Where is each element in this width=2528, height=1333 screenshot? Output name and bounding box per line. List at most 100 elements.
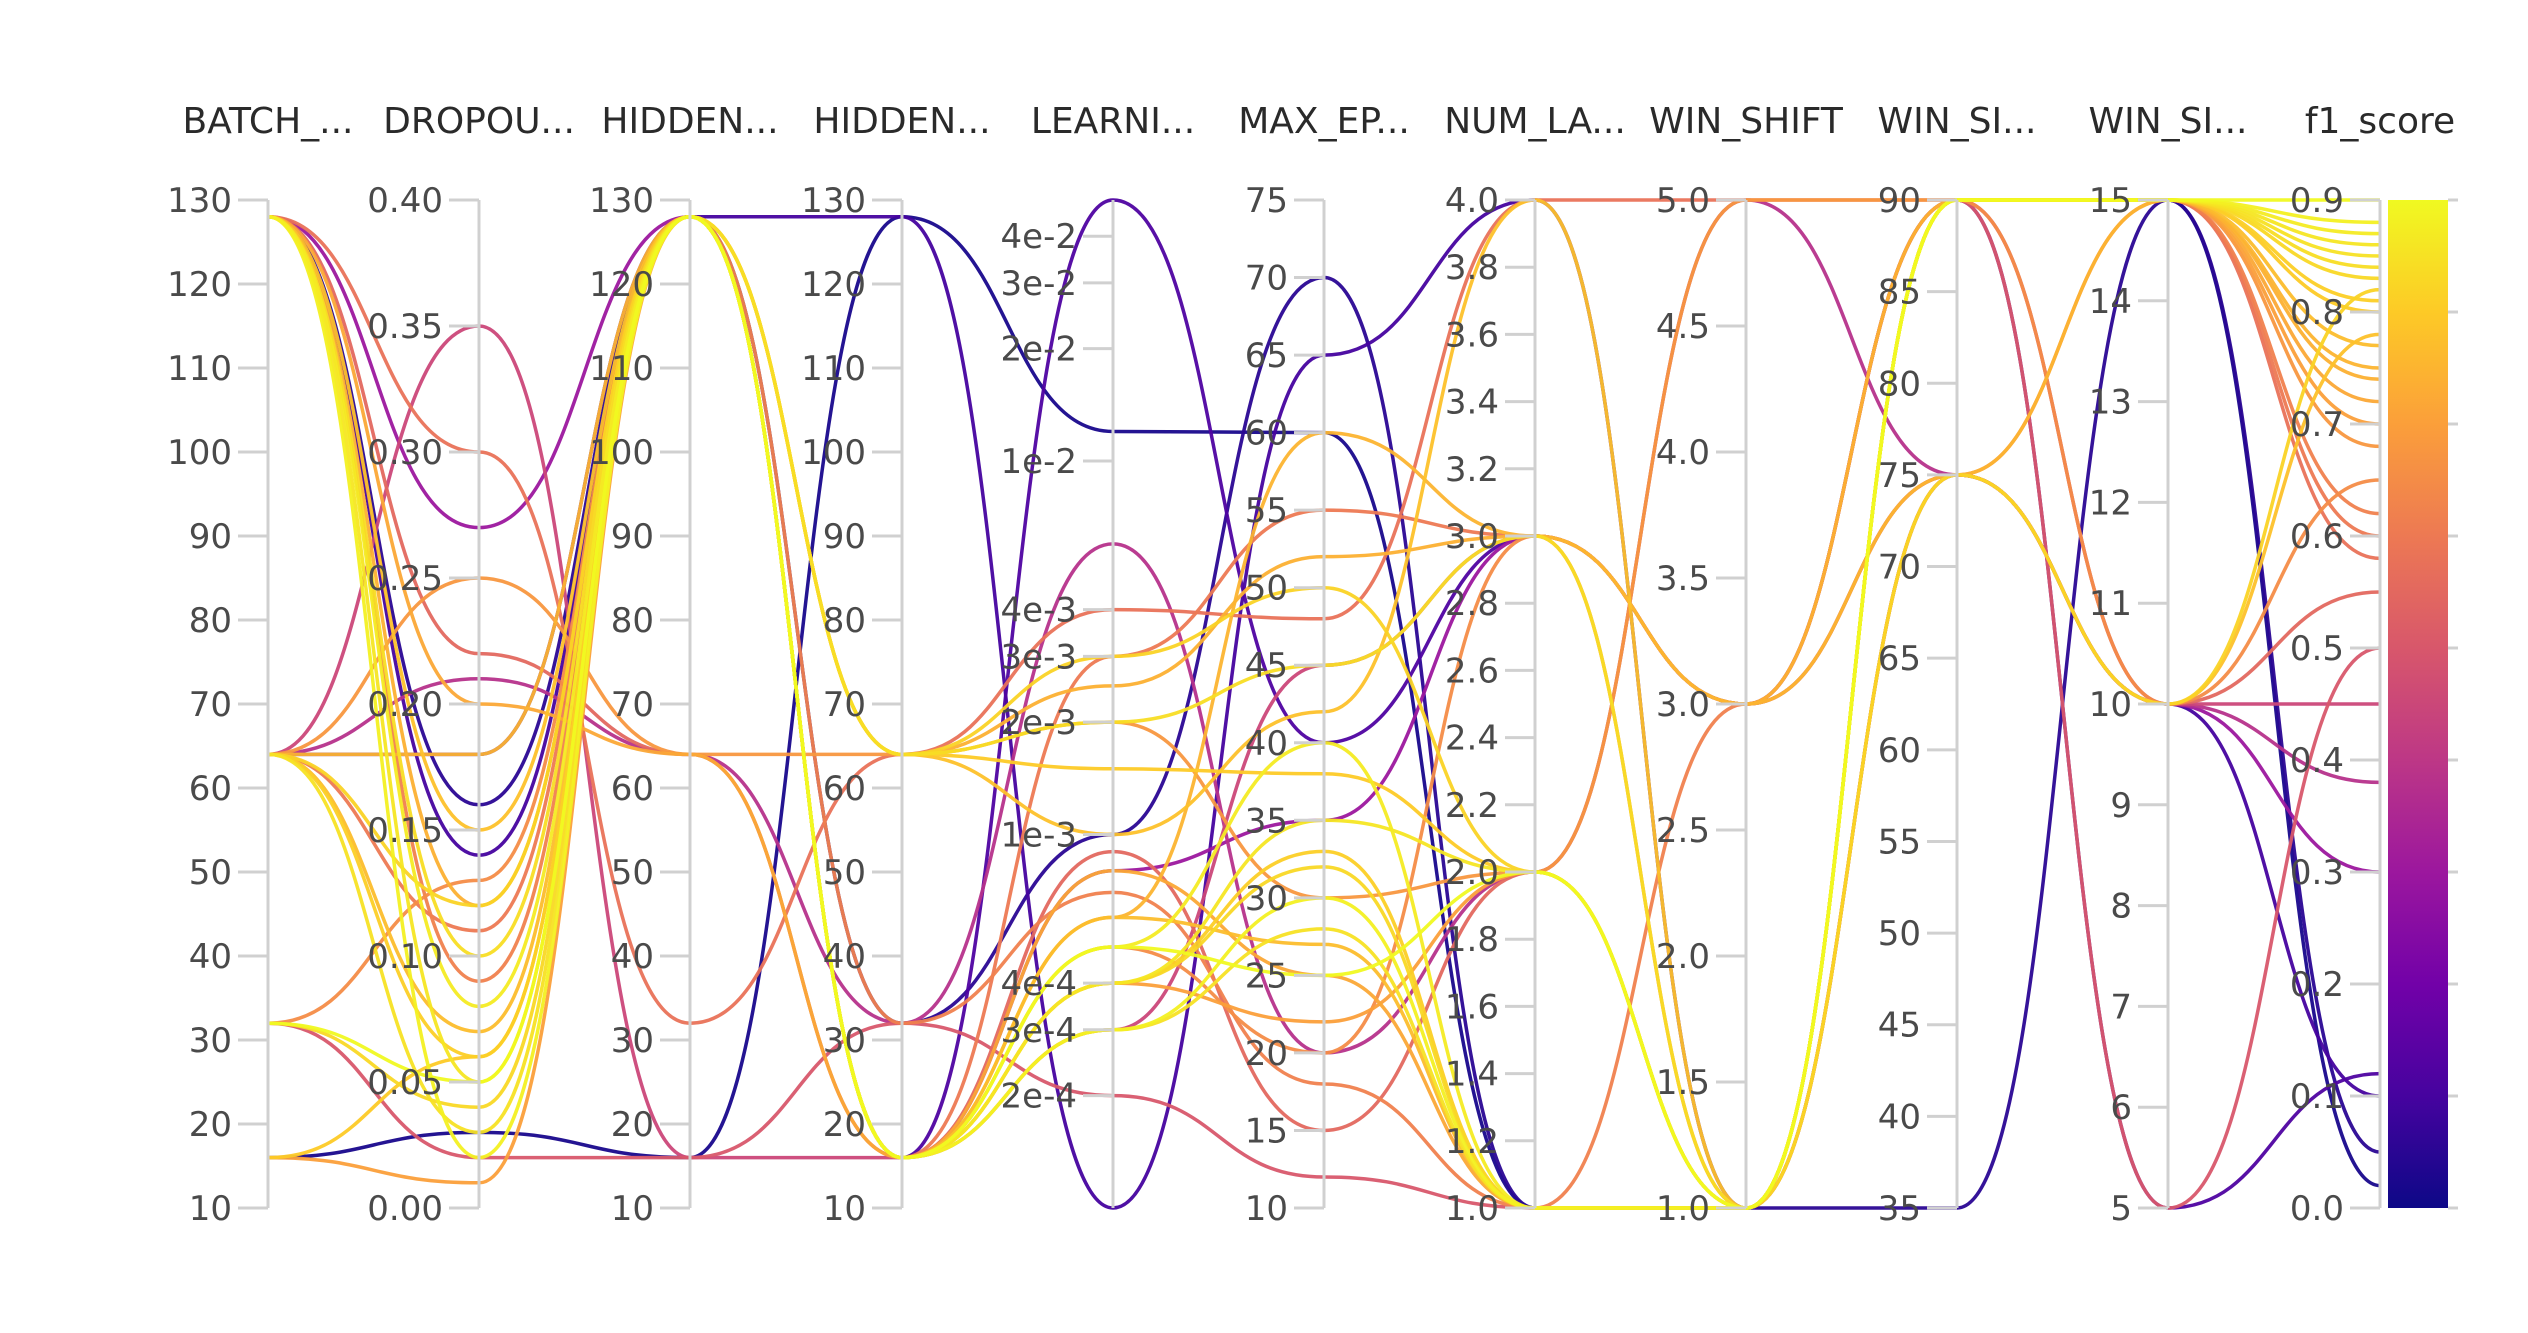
tick-label: 35 bbox=[1245, 801, 1288, 841]
axis-title[interactable]: MAX_EP... bbox=[1238, 101, 1410, 142]
tick-label: 2e-4 bbox=[1001, 1077, 1077, 1117]
tick-label: 3.5 bbox=[1656, 559, 1710, 599]
tick-label: 100 bbox=[801, 433, 866, 473]
tick-label: 3.0 bbox=[1656, 685, 1710, 725]
tick-label: 45 bbox=[1878, 1006, 1921, 1046]
tick-label: 130 bbox=[167, 181, 232, 221]
tick-label: 50 bbox=[611, 853, 654, 893]
tick-label: 20 bbox=[611, 1105, 654, 1145]
axis-5[interactable]: MAX_EP... 10 15 20 25 30 35 40 45 50 55 60 65 70 75 bbox=[1238, 101, 1410, 1229]
tick-label: 5 bbox=[2110, 1189, 2132, 1229]
axis-title[interactable]: BATCH_... bbox=[183, 101, 354, 142]
tick-label: 0.35 bbox=[367, 307, 443, 347]
tick-label: 80 bbox=[611, 601, 654, 641]
tick-label: 3e-2 bbox=[1001, 264, 1077, 304]
tick-label: 0.5 bbox=[2290, 629, 2344, 669]
tick-label: 4e-3 bbox=[1001, 591, 1077, 631]
tick-label: 30 bbox=[189, 1021, 232, 1061]
tick-label: 80 bbox=[823, 601, 866, 641]
tick-label: 0.00 bbox=[367, 1189, 443, 1229]
axis-6[interactable]: NUM_LA... 1.0 1.2 1.4 1.6 1.8 2.0 2.2 2.4 2.6 2.8 3… bbox=[1444, 101, 1626, 1229]
colorbar-gradient bbox=[2388, 200, 2448, 1208]
tick-label: 70 bbox=[189, 685, 232, 725]
tick-label: 0.6 bbox=[2290, 517, 2344, 557]
tick-label: 14 bbox=[2089, 282, 2132, 322]
tick-label: 1.6 bbox=[1445, 987, 1499, 1027]
axis-0[interactable]: BATCH_... 10 20 30 40 50 60 70 80 90 100 110 120 130 bbox=[167, 101, 353, 1229]
axis-title[interactable]: HIDDEN... bbox=[601, 101, 778, 142]
tick-label: 0.20 bbox=[367, 685, 443, 725]
tick-label: 15 bbox=[2089, 181, 2132, 221]
record-line[interactable] bbox=[268, 198, 2381, 1160]
tick-label: 20 bbox=[1245, 1034, 1288, 1074]
tick-label: 0.05 bbox=[367, 1063, 443, 1103]
tick-label: 50 bbox=[189, 853, 232, 893]
tick-label: 3e-4 bbox=[1001, 1011, 1077, 1051]
tick-label: 85 bbox=[1878, 273, 1921, 313]
axis-3[interactable]: HIDDEN... 10 20 30 40 50 60 70 80 90 100 110 120 130 bbox=[801, 101, 990, 1229]
tick-label: 70 bbox=[611, 685, 654, 725]
tick-label: 60 bbox=[611, 769, 654, 809]
axes-layer: BATCH_... 10 20 30 40 50 60 70 80 90 100 110 120 130 D… bbox=[167, 101, 2455, 1229]
tick-label: 120 bbox=[167, 265, 232, 305]
axis-title[interactable]: DROPOU... bbox=[383, 101, 575, 142]
tick-label: 70 bbox=[1245, 259, 1288, 299]
tick-label: 10 bbox=[823, 1189, 866, 1229]
tick-label: 45 bbox=[1245, 646, 1288, 686]
tick-label: 0.3 bbox=[2290, 853, 2344, 893]
axis-8[interactable]: WIN_SI... 35 40 45 50 55 60 65 70 75 80 85 90 bbox=[1878, 101, 2037, 1229]
tick-label: 1.2 bbox=[1445, 1122, 1499, 1162]
tick-label: 0.7 bbox=[2290, 405, 2344, 445]
tick-label: 15 bbox=[1245, 1111, 1288, 1151]
tick-label: 7 bbox=[2110, 987, 2132, 1027]
tick-label: 60 bbox=[189, 769, 232, 809]
tick-label: 3.2 bbox=[1445, 450, 1499, 490]
tick-label: 0.2 bbox=[2290, 965, 2344, 1005]
tick-label: 1e-2 bbox=[1001, 442, 1077, 482]
tick-label: 30 bbox=[611, 1021, 654, 1061]
tick-label: 50 bbox=[823, 853, 866, 893]
tick-label: 80 bbox=[189, 601, 232, 641]
tick-label: 10 bbox=[2089, 685, 2132, 725]
axis-title[interactable]: HIDDEN... bbox=[813, 101, 990, 142]
tick-label: 90 bbox=[823, 517, 866, 557]
tick-label: 50 bbox=[1878, 914, 1921, 954]
tick-label: 110 bbox=[167, 349, 232, 389]
record-line[interactable] bbox=[267, 198, 2380, 1210]
axis-title[interactable]: LEARNI... bbox=[1031, 101, 1195, 142]
tick-label: 2e-2 bbox=[1001, 330, 1077, 370]
tick-label: 4.0 bbox=[1445, 181, 1499, 221]
tick-label: 40 bbox=[1878, 1097, 1921, 1137]
tick-label: 2.6 bbox=[1445, 651, 1499, 691]
tick-label: 2.5 bbox=[1656, 811, 1710, 851]
axis-7[interactable]: WIN_SHIFT 1.0 1.5 2.0 2.5 3.0 3.5 4.0 4.5 5.0 bbox=[1649, 101, 1844, 1229]
tick-label: 40 bbox=[611, 937, 654, 977]
tick-label: 9 bbox=[2110, 786, 2132, 826]
axis-title[interactable]: NUM_LA... bbox=[1444, 101, 1626, 142]
colorbar bbox=[2388, 198, 2458, 1210]
tick-label: 100 bbox=[589, 433, 654, 473]
record-line[interactable] bbox=[267, 198, 2381, 1210]
axis-4[interactable]: LEARNI... 2e-4 3e-4 4e-4 1e-3 2e-3 3e-3 4e-3 1e-… bbox=[1001, 101, 1196, 1208]
axis-title[interactable]: WIN_SI... bbox=[2089, 101, 2248, 142]
axis-title[interactable]: WIN_SHIFT bbox=[1649, 101, 1844, 142]
tick-label: 3.0 bbox=[1445, 517, 1499, 557]
axis-1[interactable]: DROPOU... 0.00 0.05 0.10 0.15 0.20 0.25 0.30 0.3… bbox=[367, 101, 575, 1229]
tick-label: 120 bbox=[589, 265, 654, 305]
tick-label: 55 bbox=[1878, 822, 1921, 862]
tick-label: 20 bbox=[189, 1105, 232, 1145]
axis-10[interactable]: f1_score 0.0 0.1 0.2 0.3 0.4 0.5 0.6 0.7 0.8 0.9 bbox=[2290, 101, 2455, 1229]
tick-label: 100 bbox=[167, 433, 232, 473]
axis-2[interactable]: HIDDEN... 10 20 30 40 50 60 70 80 90 100 110 120 130 bbox=[589, 101, 778, 1229]
tick-label: 3.4 bbox=[1445, 383, 1499, 423]
axis-title[interactable]: WIN_SI... bbox=[1878, 101, 2037, 142]
axis-9[interactable]: WIN_SI... 5 6 7 8 9 10 11 12 13 14 15 bbox=[2089, 101, 2248, 1229]
tick-label: 2.8 bbox=[1445, 584, 1499, 624]
record-line[interactable] bbox=[267, 215, 2381, 1210]
tick-label: 3.8 bbox=[1445, 248, 1499, 288]
tick-label: 2.0 bbox=[1656, 937, 1710, 977]
axis-title[interactable]: f1_score bbox=[2305, 101, 2455, 142]
tick-label: 0.30 bbox=[367, 433, 443, 473]
tick-label: 110 bbox=[801, 349, 866, 389]
